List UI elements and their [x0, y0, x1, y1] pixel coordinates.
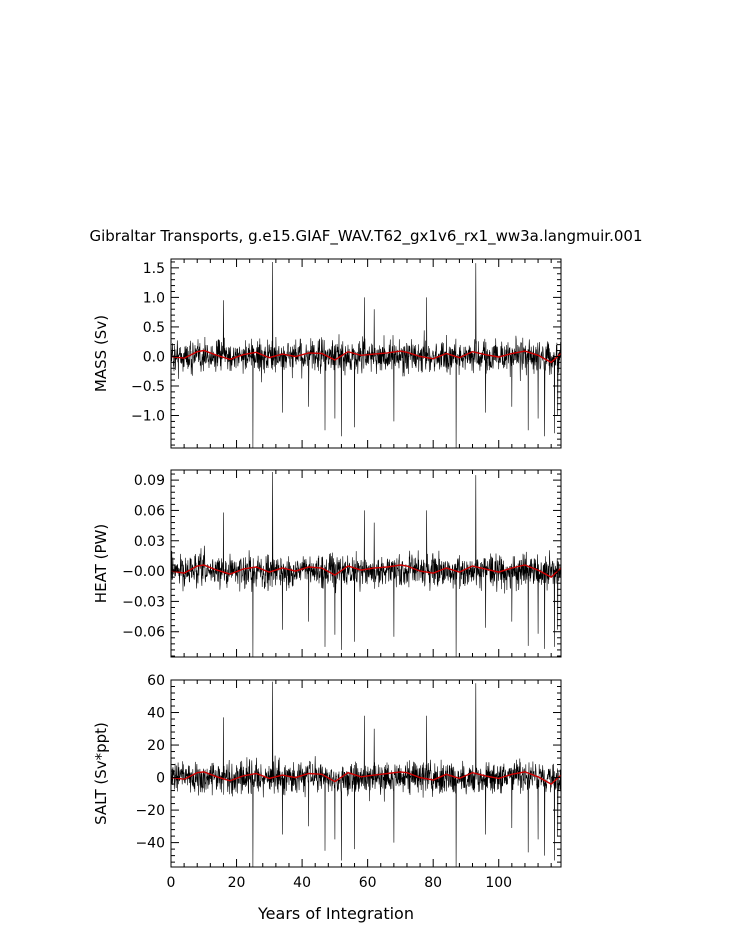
series-smoothed-line — [171, 564, 561, 578]
y-axis-label: HEAT (PW) — [92, 524, 110, 603]
y-tick-label: −0.00 — [122, 564, 165, 580]
y-tick-label: 0.09 — [134, 473, 165, 489]
y-axis-label: SALT (Sv*ppt) — [92, 722, 110, 825]
x-tick-label: 100 — [485, 875, 512, 891]
y-tick-label: 0 — [156, 771, 165, 787]
series-raw-line — [171, 681, 561, 867]
y-tick-label: 1.0 — [143, 290, 165, 306]
y-tick-label: −0.06 — [122, 625, 165, 641]
y-tick-label: −0.5 — [131, 379, 165, 395]
panel-3: 60 40 20 0 −20 −40 SALT (Sv*ppt) 0 20 40 60 80 100 Ye… — [92, 673, 562, 923]
y-tick-label: 20 — [147, 738, 165, 754]
y-tick-label: −20 — [135, 803, 165, 819]
x-tick-label: 60 — [359, 875, 377, 891]
y-tick-label: −40 — [135, 836, 165, 852]
x-tick-label: 40 — [293, 875, 311, 891]
y-tick-label: 0.0 — [143, 349, 165, 365]
plot-frame — [170, 258, 562, 449]
x-axis-label: Years of Integration — [257, 904, 414, 923]
y-tick-label: 0.5 — [143, 320, 165, 336]
x-tick-label: 0 — [167, 875, 176, 891]
y-tick-label: −0.03 — [122, 594, 165, 610]
y-axis-label: MASS (Sv) — [92, 315, 110, 392]
x-tick-label: 80 — [424, 875, 442, 891]
y-tick-label: 60 — [147, 673, 165, 689]
panel-1: 1.5 1.0 0.5 0.0 −0.5 −1.0 MASS (Sv) — [92, 258, 562, 449]
series-smoothed-line — [171, 349, 561, 364]
x-tick-label: 20 — [228, 875, 246, 891]
series-smoothed-line — [171, 771, 561, 785]
y-tick-label: 0.03 — [134, 534, 165, 550]
y-tick-label: 0.06 — [134, 503, 165, 519]
chart-title: Gibraltar Transports, g.e15.GIAF_WAV.T62… — [89, 227, 642, 246]
y-tick-label: −1.0 — [131, 409, 165, 425]
y-tick-label: 40 — [147, 706, 165, 722]
y-tick-label: 1.5 — [143, 261, 165, 277]
panel-2: 0.09 0.06 0.03 −0.00 −0.03 −0.06 HEAT (PW) — [92, 469, 562, 658]
plot-frame — [170, 679, 562, 868]
series-raw-line — [171, 261, 561, 448]
plot-frame — [170, 469, 562, 658]
series-raw-line — [171, 471, 561, 657]
